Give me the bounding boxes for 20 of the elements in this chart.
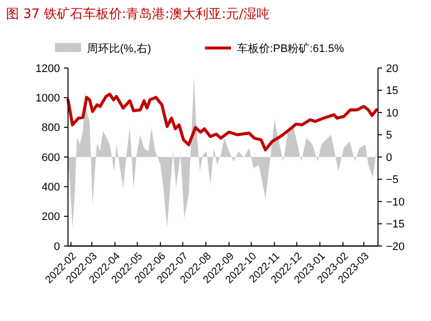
y2-tick-label: −5	[386, 174, 399, 186]
y-tick-label: 600	[42, 152, 60, 164]
y-tick-label: 200	[42, 211, 60, 224]
y2-tick-label: 20	[386, 62, 398, 75]
legend-label: 车板价:PB粉矿:61.5%	[237, 42, 344, 55]
y2-tick-label: 10	[386, 107, 398, 120]
y-tick-label: 1000	[36, 92, 60, 105]
line-series	[66, 92, 378, 152]
y-tick-label: 1200	[36, 62, 60, 75]
y2-tick-label: −15	[386, 218, 405, 231]
y2-tick-label: 5	[386, 130, 392, 142]
y2-tick-label: −10	[386, 196, 405, 208]
y-tick-label: 800	[42, 122, 60, 134]
y2-tick-label: 15	[386, 85, 398, 98]
y2-tick-label: 0	[386, 152, 392, 164]
y-tick-label: 400	[42, 182, 60, 194]
chart-title: 图 37 铁矿石车板价:青岛港:澳大利亚:元/湿吨	[6, 7, 270, 22]
legend-label: 周环比(%,右)	[87, 42, 152, 55]
y-tick-label: 0	[54, 240, 60, 253]
y2-tick-label: −20	[386, 240, 405, 253]
